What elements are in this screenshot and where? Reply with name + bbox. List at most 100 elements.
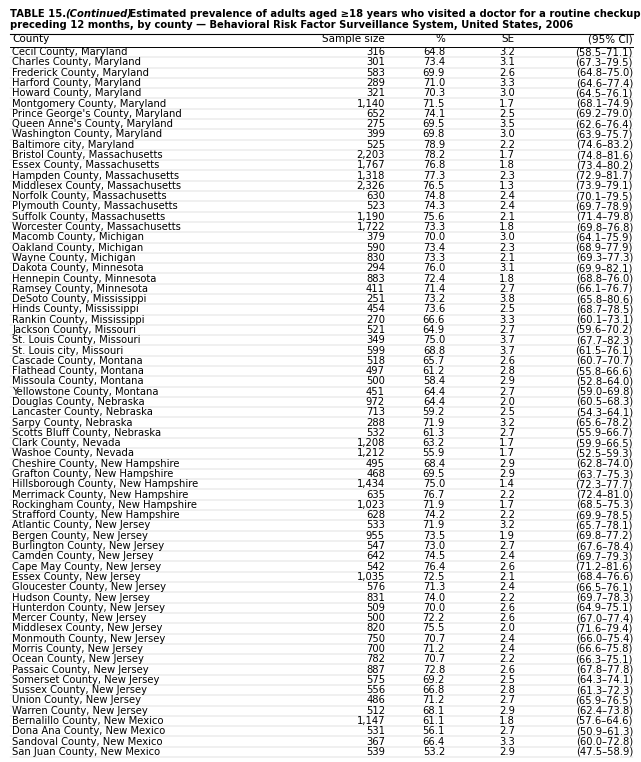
Text: 1.7: 1.7	[499, 98, 515, 109]
Text: 70.0: 70.0	[423, 232, 445, 242]
Text: (66.1–76.7): (66.1–76.7)	[576, 283, 633, 294]
Text: Queen Anne's County, Maryland: Queen Anne's County, Maryland	[12, 119, 173, 130]
Text: Wayne County, Michigan: Wayne County, Michigan	[12, 253, 136, 263]
Text: (66.6–75.8): (66.6–75.8)	[576, 644, 633, 654]
Text: (74.8–81.6): (74.8–81.6)	[576, 150, 633, 160]
Text: 2.7: 2.7	[499, 283, 515, 294]
Text: 1.4: 1.4	[499, 479, 515, 489]
Text: 3.0: 3.0	[499, 232, 515, 242]
Text: 1.7: 1.7	[499, 449, 515, 459]
Text: 2.7: 2.7	[499, 726, 515, 736]
Text: Norfolk County, Massachusetts: Norfolk County, Massachusetts	[12, 191, 167, 201]
Text: 61.2: 61.2	[422, 366, 445, 376]
Text: 2.3: 2.3	[499, 242, 515, 253]
Text: 542: 542	[366, 562, 385, 572]
Text: Morris County, New Jersey: Morris County, New Jersey	[12, 644, 143, 654]
Text: 63.2: 63.2	[423, 438, 445, 448]
Text: 379: 379	[366, 232, 385, 242]
Text: Frederick County, Maryland: Frederick County, Maryland	[12, 68, 149, 78]
Text: (Continued): (Continued)	[65, 9, 132, 19]
Text: 2.9: 2.9	[499, 376, 515, 386]
Text: 78.9: 78.9	[423, 139, 445, 150]
Text: 830: 830	[366, 253, 385, 263]
Text: 3.1: 3.1	[499, 57, 515, 67]
Text: 451: 451	[366, 386, 385, 397]
Text: Bristol County, Massachusetts: Bristol County, Massachusetts	[12, 150, 163, 160]
Text: 497: 497	[366, 366, 385, 376]
Text: 495: 495	[366, 459, 385, 469]
Text: 2.7: 2.7	[499, 386, 515, 397]
Text: 518: 518	[366, 356, 385, 366]
Text: 399: 399	[366, 130, 385, 139]
Text: 454: 454	[366, 304, 385, 315]
Text: 2,326: 2,326	[356, 181, 385, 191]
Text: 270: 270	[366, 315, 385, 325]
Text: 820: 820	[366, 623, 385, 633]
Text: (57.6–64.6): (57.6–64.6)	[576, 716, 633, 726]
Text: (69.3–77.3): (69.3–77.3)	[576, 253, 633, 263]
Text: (69.7–79.3): (69.7–79.3)	[576, 552, 633, 562]
Text: 76.8: 76.8	[423, 160, 445, 171]
Text: 70.0: 70.0	[423, 603, 445, 613]
Text: 3.1: 3.1	[499, 263, 515, 274]
Text: 58.4: 58.4	[423, 376, 445, 386]
Text: (65.7–78.1): (65.7–78.1)	[576, 520, 633, 530]
Text: 532: 532	[366, 428, 385, 438]
Text: 2.4: 2.4	[499, 644, 515, 654]
Text: Suffolk County, Massachusetts: Suffolk County, Massachusetts	[12, 212, 165, 222]
Text: 1.8: 1.8	[499, 222, 515, 232]
Text: 72.4: 72.4	[423, 274, 445, 283]
Text: 972: 972	[366, 397, 385, 407]
Text: Sarpy County, Nebraska: Sarpy County, Nebraska	[12, 418, 133, 427]
Text: Lancaster County, Nebraska: Lancaster County, Nebraska	[12, 408, 153, 418]
Text: 3.3: 3.3	[499, 737, 515, 747]
Text: 73.4: 73.4	[423, 57, 445, 67]
Text: Middlesex County, Massachusetts: Middlesex County, Massachusetts	[12, 181, 181, 191]
Text: (68.9–77.9): (68.9–77.9)	[576, 242, 633, 253]
Text: 2.4: 2.4	[499, 634, 515, 644]
Text: Douglas County, Nebraska: Douglas County, Nebraska	[12, 397, 145, 407]
Text: (66.3–75.1): (66.3–75.1)	[576, 655, 633, 664]
Text: 2.9: 2.9	[499, 469, 515, 479]
Text: (64.1–75.9): (64.1–75.9)	[576, 232, 633, 242]
Text: 59.2: 59.2	[422, 408, 445, 418]
Text: 76.4: 76.4	[423, 562, 445, 572]
Text: 533: 533	[366, 520, 385, 530]
Text: 2.6: 2.6	[499, 562, 515, 572]
Text: 73.3: 73.3	[423, 253, 445, 263]
Text: (60.0–72.8): (60.0–72.8)	[576, 737, 633, 747]
Text: (72.9–81.7): (72.9–81.7)	[576, 171, 633, 181]
Text: 2.1: 2.1	[499, 253, 515, 263]
Text: 68.4: 68.4	[423, 459, 445, 469]
Text: 66.4: 66.4	[423, 737, 445, 747]
Text: (62.6–76.4): (62.6–76.4)	[576, 119, 633, 130]
Text: 628: 628	[366, 511, 385, 520]
Text: 3.2: 3.2	[499, 520, 515, 530]
Text: (64.9–75.1): (64.9–75.1)	[576, 603, 633, 613]
Text: 61.3: 61.3	[423, 428, 445, 438]
Text: 321: 321	[366, 88, 385, 98]
Text: Sandoval County, New Mexico: Sandoval County, New Mexico	[12, 737, 163, 747]
Text: 71.3: 71.3	[423, 582, 445, 592]
Text: 74.2: 74.2	[423, 511, 445, 520]
Text: 1,722: 1,722	[356, 222, 385, 232]
Text: 3.7: 3.7	[499, 335, 515, 345]
Text: 64.4: 64.4	[423, 386, 445, 397]
Text: 1.8: 1.8	[499, 274, 515, 283]
Text: (69.9–82.1): (69.9–82.1)	[576, 263, 633, 274]
Text: 1,147: 1,147	[356, 716, 385, 726]
Text: 1,023: 1,023	[356, 500, 385, 510]
Text: 71.4: 71.4	[423, 283, 445, 294]
Text: (69.8–76.8): (69.8–76.8)	[576, 222, 633, 232]
Text: 72.2: 72.2	[422, 613, 445, 623]
Text: (64.8–75.0): (64.8–75.0)	[576, 68, 633, 78]
Text: 76.5: 76.5	[422, 181, 445, 191]
Text: Howard County, Maryland: Howard County, Maryland	[12, 88, 142, 98]
Text: Hampden County, Massachusetts: Hampden County, Massachusetts	[12, 171, 179, 181]
Text: 556: 556	[366, 685, 385, 695]
Text: (65.9–76.5): (65.9–76.5)	[576, 696, 633, 706]
Text: 69.2: 69.2	[422, 675, 445, 685]
Text: 2.7: 2.7	[499, 541, 515, 551]
Text: 68.1: 68.1	[423, 706, 445, 716]
Text: 65.7: 65.7	[422, 356, 445, 366]
